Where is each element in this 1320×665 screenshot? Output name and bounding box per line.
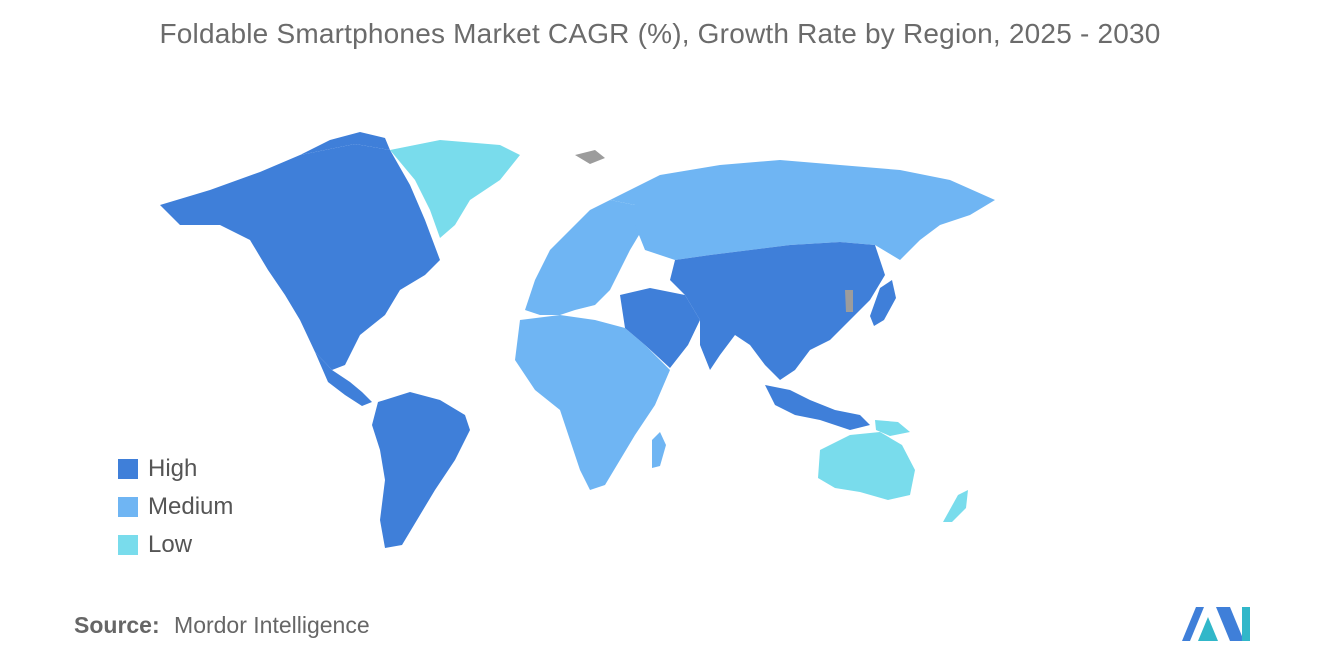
region-africa <box>515 315 670 490</box>
region-japan <box>870 280 896 326</box>
legend-item-medium: Medium <box>118 488 233 526</box>
legend-swatch-high <box>118 459 138 479</box>
source-value: Mordor Intelligence <box>174 612 370 638</box>
region-central-america <box>315 352 372 406</box>
region-middle-east <box>620 288 700 368</box>
region-svalbard <box>575 150 605 164</box>
legend-label-low: Low <box>148 531 193 558</box>
legend-item-low: Low <box>118 526 233 564</box>
legend-label-medium: Medium <box>148 493 234 520</box>
region-australia <box>818 432 915 500</box>
legend-swatch-low <box>118 535 138 555</box>
region-papua-new-guinea <box>875 420 910 436</box>
world-map <box>160 132 995 548</box>
region-north-america <box>160 144 440 370</box>
source-key: Source: <box>74 612 160 638</box>
region-southeast-asia <box>765 385 870 430</box>
legend-label-high: High <box>148 455 198 482</box>
mordor-intelligence-logo <box>1182 607 1250 641</box>
source-credit: Source: Mordor Intelligence <box>74 612 370 639</box>
region-asia <box>670 242 885 380</box>
region-south-america <box>372 392 470 548</box>
legend-swatch-medium <box>118 497 138 517</box>
region-korea <box>845 290 853 312</box>
region-europe <box>525 200 645 315</box>
map-legend: High Medium Low <box>118 450 233 564</box>
chart-title: Foldable Smartphones Market CAGR (%), Gr… <box>159 18 1161 49</box>
region-madagascar <box>652 432 666 468</box>
region-arctic-islands <box>300 132 390 155</box>
legend-item-high: High <box>118 450 233 488</box>
region-new-zealand <box>943 490 968 522</box>
region-russia <box>610 160 995 260</box>
region-greenland <box>390 140 520 238</box>
